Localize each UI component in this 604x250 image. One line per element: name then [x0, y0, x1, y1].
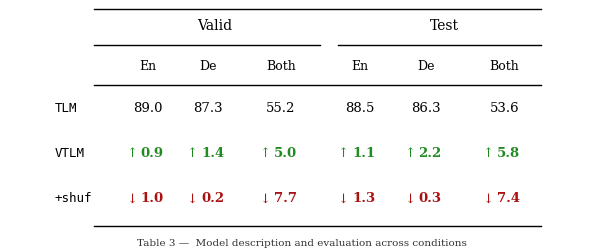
- Text: ↓: ↓: [126, 192, 137, 205]
- Text: ↓: ↓: [338, 192, 349, 205]
- Text: 87.3: 87.3: [193, 102, 223, 115]
- Text: ↑: ↑: [338, 147, 349, 160]
- Text: +shuf: +shuf: [54, 192, 92, 205]
- Text: 7.7: 7.7: [274, 192, 297, 205]
- Text: 0.2: 0.2: [201, 192, 224, 205]
- Text: Both: Both: [266, 60, 296, 73]
- Text: 1.3: 1.3: [352, 192, 375, 205]
- Text: 1.1: 1.1: [352, 147, 375, 160]
- Text: Both: Both: [489, 60, 519, 73]
- Text: ↓: ↓: [259, 192, 270, 205]
- Text: 55.2: 55.2: [266, 102, 295, 115]
- Text: ↓: ↓: [404, 192, 415, 205]
- Text: 53.6: 53.6: [489, 102, 519, 115]
- Text: 5.8: 5.8: [497, 147, 520, 160]
- Text: Valid: Valid: [197, 19, 232, 33]
- Text: 1.0: 1.0: [141, 192, 164, 205]
- Text: ↑: ↑: [483, 147, 493, 160]
- Text: De: De: [200, 60, 217, 73]
- Text: 0.3: 0.3: [419, 192, 442, 205]
- Text: En: En: [140, 60, 156, 73]
- Text: TLM: TLM: [54, 102, 77, 115]
- Text: ↓: ↓: [483, 192, 493, 205]
- Text: ↑: ↑: [259, 147, 270, 160]
- Text: 1.4: 1.4: [201, 147, 224, 160]
- Text: 2.2: 2.2: [419, 147, 442, 160]
- Text: ↑: ↑: [126, 147, 137, 160]
- Text: 7.4: 7.4: [497, 192, 520, 205]
- Text: 0.9: 0.9: [141, 147, 164, 160]
- Text: ↓: ↓: [187, 192, 198, 205]
- Text: ↑: ↑: [187, 147, 198, 160]
- Text: 89.0: 89.0: [133, 102, 162, 115]
- Text: 88.5: 88.5: [345, 102, 374, 115]
- Text: Table 3 —  Model description and evaluation across conditions: Table 3 — Model description and evaluati…: [137, 238, 467, 248]
- Text: En: En: [351, 60, 368, 73]
- Text: 86.3: 86.3: [411, 102, 441, 115]
- Text: 5.0: 5.0: [274, 147, 297, 160]
- Text: De: De: [417, 60, 434, 73]
- Text: VTLM: VTLM: [54, 147, 85, 160]
- Text: Test: Test: [429, 19, 458, 33]
- Text: ↑: ↑: [404, 147, 415, 160]
